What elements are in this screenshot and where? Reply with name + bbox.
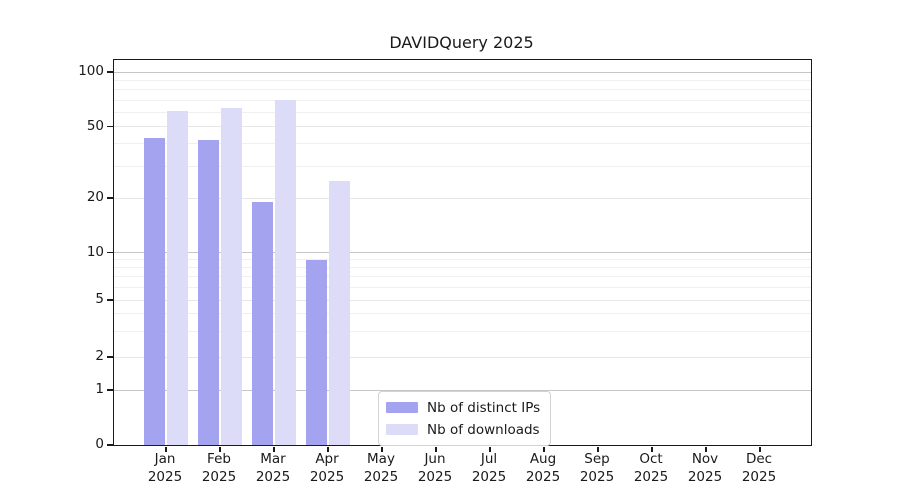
gridline-8 <box>114 267 811 269</box>
bar-ips-mar <box>252 202 274 445</box>
y-tick-mark-100 <box>106 71 113 73</box>
gridline-40 <box>114 143 811 145</box>
y-tick-mark-2 <box>106 356 113 358</box>
x-tick-mark-nov <box>705 446 707 452</box>
gridline-4 <box>114 313 811 315</box>
gridline-5 <box>114 299 811 301</box>
y-tick-mark-50 <box>106 125 113 128</box>
gridline-1 <box>114 389 811 391</box>
bar-downloads-mar <box>274 100 296 445</box>
gridline-20 <box>114 197 811 199</box>
x-tick-label-jul: Jul 2025 <box>471 451 507 485</box>
x-tick-mark-jan <box>165 446 167 452</box>
gridline-60 <box>114 111 811 113</box>
x-tick-label-apr: Apr 2025 <box>309 451 345 485</box>
legend-label-downloads: Nb of downloads <box>427 421 540 438</box>
bar-downloads-feb <box>220 108 242 445</box>
y-tick-label-1: 1 <box>95 381 104 397</box>
x-tick-mark-mar <box>273 446 275 452</box>
bar-downloads-jan <box>166 110 188 445</box>
x-tick-mark-feb <box>219 446 221 452</box>
legend-label-ips: Nb of distinct IPs <box>427 399 541 416</box>
y-tick-label-20: 20 <box>86 189 104 205</box>
x-tick-label-may: May 2025 <box>363 451 399 485</box>
gridline-3 <box>114 331 811 333</box>
x-tick-label-jan: Jan 2025 <box>147 451 183 485</box>
chart-title: DAVIDQuery 2025 <box>389 33 534 52</box>
gridline-9 <box>114 259 811 261</box>
x-tick-label-jun: Jun 2025 <box>417 451 453 485</box>
y-tick-label-2: 2 <box>95 348 104 364</box>
gridline-7 <box>114 276 811 278</box>
x-tick-label-dec: Dec 2025 <box>741 451 777 485</box>
gridline-6 <box>114 287 811 288</box>
gridline-100 <box>114 71 811 73</box>
x-tick-label-sep: Sep 2025 <box>579 451 615 485</box>
gridline-80 <box>114 89 811 91</box>
y-tick-label-0: 0 <box>95 436 104 452</box>
bar-ips-jan <box>144 138 166 445</box>
y-tick-label-10: 10 <box>86 243 104 260</box>
x-tick-label-feb: Feb 2025 <box>201 451 237 485</box>
y-tick-mark-1 <box>106 389 113 391</box>
x-tick-mark-dec <box>759 446 761 452</box>
x-tick-mark-aug <box>543 446 545 452</box>
gridline-2 <box>114 356 811 358</box>
legend-item-ips: Nb of distinct IPs <box>386 398 540 417</box>
x-tick-mark-may <box>381 446 383 452</box>
bar-ips-feb <box>198 140 220 445</box>
y-tick-label-50: 50 <box>86 117 104 134</box>
legend: Nb of distinct IPs Nb of downloads <box>378 391 552 446</box>
x-tick-mark-jun <box>435 446 437 452</box>
bar-downloads-apr <box>328 180 350 445</box>
x-tick-mark-apr <box>327 446 329 452</box>
y-tick-mark-5 <box>106 299 113 301</box>
gridline-70 <box>114 99 811 101</box>
bar-ips-apr <box>306 259 328 445</box>
x-tick-label-aug: Aug 2025 <box>525 451 561 485</box>
legend-swatch-downloads <box>386 424 418 435</box>
legend-swatch-ips <box>386 402 418 413</box>
gridline-30 <box>114 165 811 167</box>
x-tick-mark-sep <box>597 446 599 452</box>
legend-item-downloads: Nb of downloads <box>386 420 540 439</box>
gridline-10 <box>114 252 811 253</box>
gridline-50 <box>114 126 811 127</box>
y-tick-mark-0 <box>106 444 113 446</box>
y-tick-label-100: 100 <box>78 63 104 79</box>
x-tick-label-nov: Nov 2025 <box>687 451 723 485</box>
x-tick-label-oct: Oct 2025 <box>633 451 669 485</box>
y-tick-label-5: 5 <box>95 291 104 307</box>
x-tick-mark-oct <box>651 446 653 452</box>
y-tick-mark-10 <box>106 251 113 254</box>
gridline-90 <box>114 79 811 81</box>
x-tick-label-mar: Mar 2025 <box>255 451 291 485</box>
x-tick-mark-jul <box>489 446 491 452</box>
y-tick-mark-20 <box>106 197 113 199</box>
plot-area: Nb of distinct IPs Nb of downloads <box>106 59 812 452</box>
